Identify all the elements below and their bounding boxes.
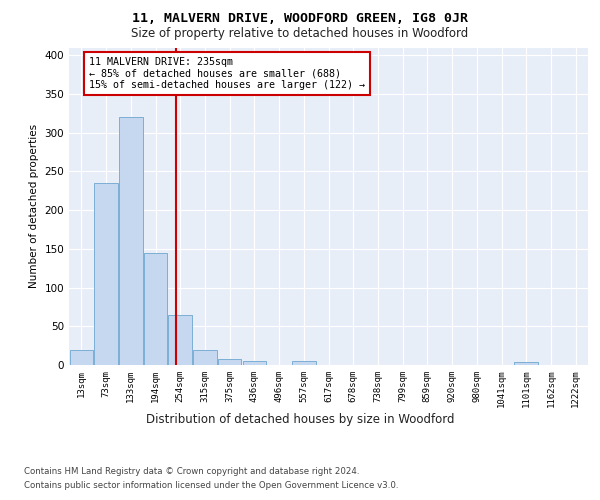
Text: 11 MALVERN DRIVE: 235sqm
← 85% of detached houses are smaller (688)
15% of semi-: 11 MALVERN DRIVE: 235sqm ← 85% of detach… — [89, 57, 365, 90]
Bar — [144, 252, 167, 365]
Text: Size of property relative to detached houses in Woodford: Size of property relative to detached ho… — [131, 28, 469, 40]
Bar — [514, 362, 538, 365]
Bar — [242, 361, 266, 365]
Bar — [292, 361, 316, 365]
Text: Distribution of detached houses by size in Woodford: Distribution of detached houses by size … — [146, 412, 454, 426]
Bar — [193, 350, 217, 365]
Text: 11, MALVERN DRIVE, WOODFORD GREEN, IG8 0JR: 11, MALVERN DRIVE, WOODFORD GREEN, IG8 0… — [132, 12, 468, 26]
Bar — [70, 350, 93, 365]
Text: Contains HM Land Registry data © Crown copyright and database right 2024.: Contains HM Land Registry data © Crown c… — [24, 468, 359, 476]
Text: Contains public sector information licensed under the Open Government Licence v3: Contains public sector information licen… — [24, 481, 398, 490]
Y-axis label: Number of detached properties: Number of detached properties — [29, 124, 39, 288]
Bar — [169, 314, 192, 365]
Bar — [218, 359, 241, 365]
Bar — [119, 117, 143, 365]
Bar — [94, 183, 118, 365]
